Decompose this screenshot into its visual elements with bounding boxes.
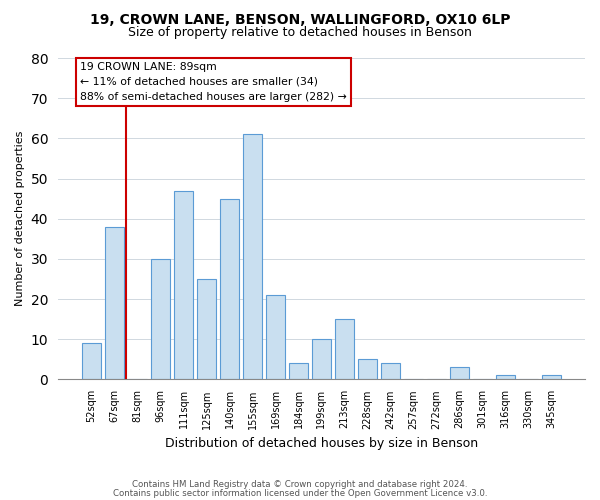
Bar (289, 364, 308, 380)
Bar (380, 364, 400, 380)
Bar (82, 344, 101, 380)
Text: Contains public sector information licensed under the Open Government Licence v3: Contains public sector information licen… (113, 490, 487, 498)
Bar (220, 198, 239, 380)
Bar (449, 368, 469, 380)
Bar (358, 360, 377, 380)
Bar (151, 259, 170, 380)
Bar (542, 376, 561, 380)
Text: Contains HM Land Registry data © Crown copyright and database right 2024.: Contains HM Land Registry data © Crown c… (132, 480, 468, 489)
Bar (266, 295, 285, 380)
Text: Size of property relative to detached houses in Benson: Size of property relative to detached ho… (128, 26, 472, 39)
Text: 19, CROWN LANE, BENSON, WALLINGFORD, OX10 6LP: 19, CROWN LANE, BENSON, WALLINGFORD, OX1… (90, 12, 510, 26)
Bar (496, 376, 515, 380)
Bar (174, 190, 193, 380)
Y-axis label: Number of detached properties: Number of detached properties (15, 131, 25, 306)
Bar (197, 279, 217, 380)
Bar (243, 134, 262, 380)
Text: 19 CROWN LANE: 89sqm
← 11% of detached houses are smaller (34)
88% of semi-detac: 19 CROWN LANE: 89sqm ← 11% of detached h… (80, 62, 347, 102)
Bar (311, 340, 331, 380)
Bar (335, 319, 354, 380)
Bar (105, 227, 124, 380)
X-axis label: Distribution of detached houses by size in Benson: Distribution of detached houses by size … (165, 437, 478, 450)
